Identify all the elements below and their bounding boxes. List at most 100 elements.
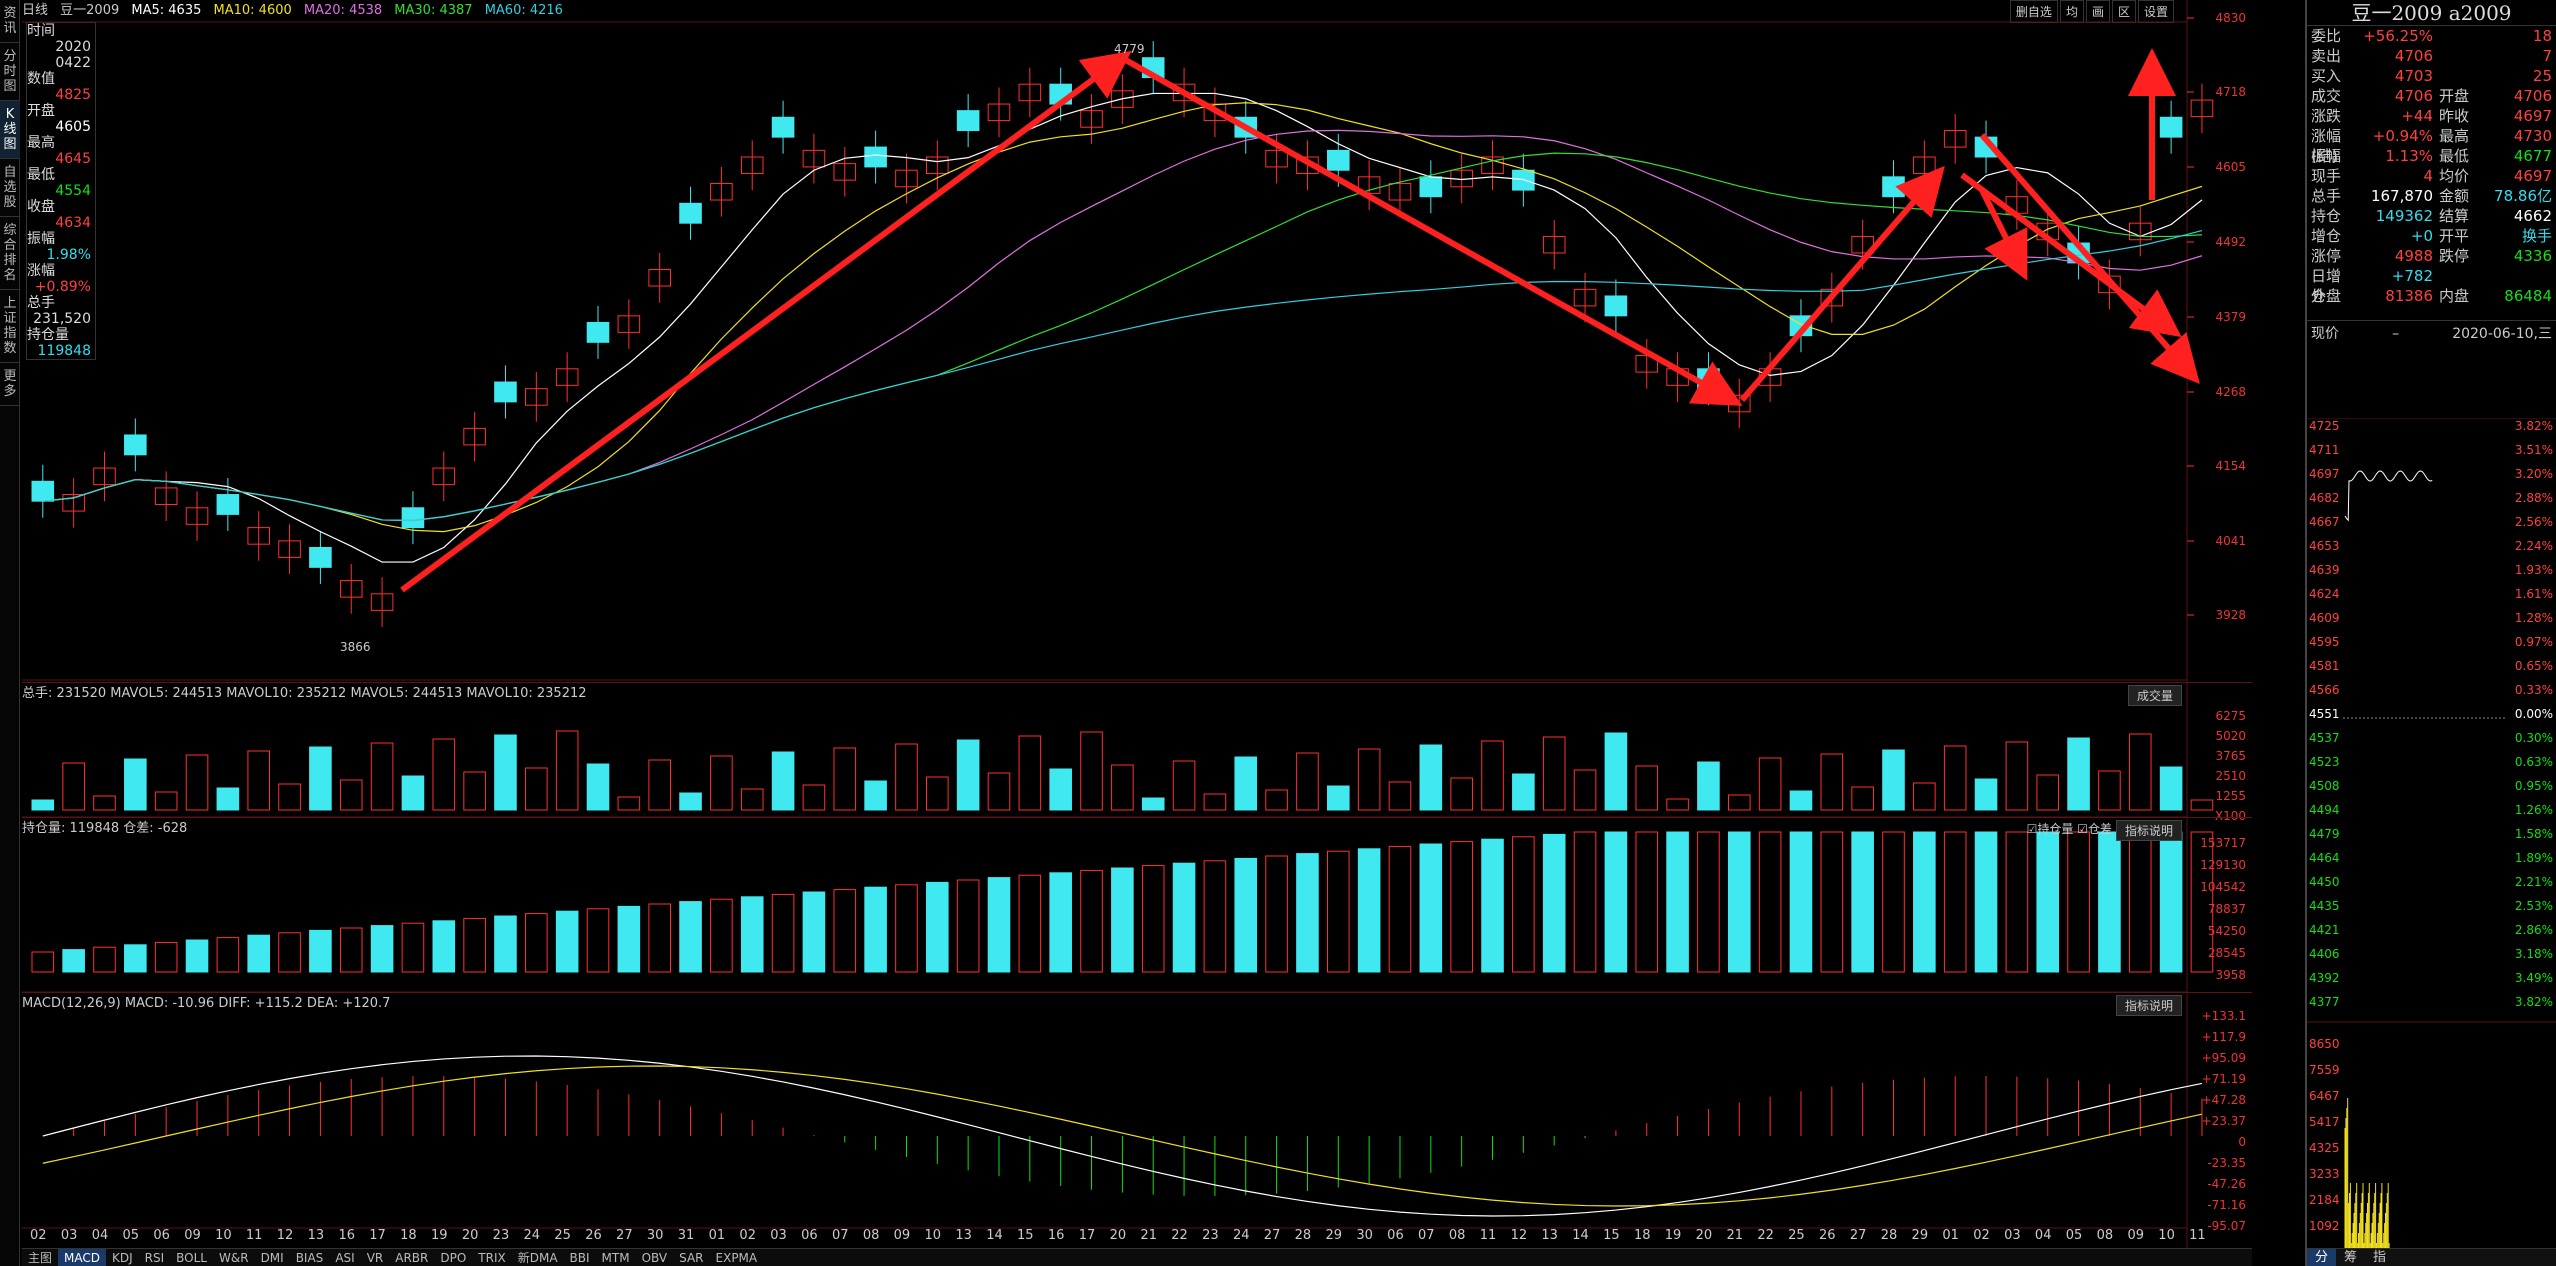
intraday-mini-chart[interactable]: 4725 3.82% 4711 3.51% 4697 3.20% 4682 2.88% 4667… <box>2307 418 2556 1248</box>
oi-bar <box>124 944 147 973</box>
trend-arrows <box>400 48 2200 593</box>
info-key-7: 振幅 <box>27 231 55 247</box>
indicator-tab-5[interactable]: W&R <box>219 1251 249 1265</box>
date-tick-55: 21 <box>1726 1228 1744 1243</box>
mini-price-tick-19: 4450 <box>2309 875 2340 889</box>
price-tick-2: 4605 <box>2215 160 2246 174</box>
indicator-tab-12[interactable]: TRIX <box>478 1251 506 1265</box>
volume-bar <box>93 795 116 811</box>
quote-key-2: 买入 <box>2311 67 2342 85</box>
info-value-9: 231,520 <box>33 311 91 327</box>
sidebar-item-1[interactable]: 分时图 <box>0 43 20 101</box>
quote-tab-2[interactable]: 指 <box>2373 1250 2387 1265</box>
indicator-tab-9[interactable]: VR <box>366 1251 384 1265</box>
volume-bar <box>185 754 209 811</box>
oi-tick-5: 28545 <box>2207 946 2246 960</box>
quote-key-0: 委比 <box>2311 27 2342 45</box>
indicator-tab-18[interactable]: EXPMA <box>715 1251 758 1265</box>
indicator-tab-4[interactable]: BOLL <box>176 1251 207 1265</box>
indicator-tab-11[interactable]: DPO <box>440 1251 467 1265</box>
price-tick-8: 3928 <box>2215 608 2246 622</box>
mini-price-tick-17: 4479 <box>2309 827 2340 841</box>
date-tick-65: 04 <box>2034 1228 2052 1243</box>
sidebar-item-4[interactable]: 综合排名 <box>0 217 20 290</box>
volume-bar <box>1943 745 1967 811</box>
indicator-tab-3[interactable]: RSI <box>144 1251 165 1265</box>
oi-indicator-help[interactable]: 指标说明 <box>2115 820 2182 841</box>
sidebar-item-3[interactable]: 自选股 <box>0 159 20 217</box>
candle-body <box>1943 130 1967 148</box>
mini-price-tick-12: 4551 <box>2309 707 2340 721</box>
mini-price-tick-21: 4421 <box>2309 923 2340 937</box>
date-tick-18: 26 <box>585 1228 602 1243</box>
current-price-bar: 现价 – 2020-06-10,三 <box>2307 320 2556 346</box>
indicator-tab-6[interactable]: DMI <box>260 1251 284 1265</box>
quote-row-11: 涨停 4988 跌停 4336 <box>2307 246 2556 266</box>
volume-bar <box>1388 781 1412 811</box>
indicator-tab-1[interactable]: MACD <box>58 1249 106 1266</box>
quote-tab-0[interactable]: 分 <box>2307 1249 2337 1266</box>
indicator-tab-8[interactable]: ASI <box>335 1251 355 1265</box>
volume-bar <box>2190 799 2214 811</box>
oi-check-0[interactable]: ☑持仓量 <box>2026 822 2078 836</box>
mini-pct-tick-12: 0.00% <box>2515 707 2553 721</box>
indicator-tab-15[interactable]: MTM <box>601 1251 630 1265</box>
volume-tick-0: 6275 <box>2215 709 2246 723</box>
oi-checkboxes[interactable]: ☑持仓量 ☑仓差 <box>2027 820 2112 837</box>
sidebar-item-2[interactable]: K线图 <box>0 101 20 159</box>
oi-bar <box>525 913 548 973</box>
indicator-tab-10[interactable]: ARBR <box>395 1251 429 1265</box>
sidebar-item-5[interactable]: 上证指数 <box>0 290 20 363</box>
candle-body <box>771 116 795 138</box>
date-tick-19: 27 <box>616 1228 633 1243</box>
sidebar-item-6[interactable]: 更多 <box>0 363 20 406</box>
volume-bar <box>1635 765 1659 811</box>
date-tick-0: 02 <box>30 1228 47 1243</box>
mini-price-tick-23: 4392 <box>2309 971 2340 985</box>
info-key-3: 开盘 <box>27 103 55 119</box>
oi-bar <box>2190 831 2214 973</box>
oi-check-1[interactable]: ☑仓差 <box>2077 822 2112 836</box>
quote-key-4: 涨跌 <box>2311 107 2342 125</box>
volume-bar <box>154 791 178 811</box>
macd-tick-7: -23.35 <box>2207 1156 2246 1170</box>
volume-bar <box>926 776 949 811</box>
date-tick-26: 07 <box>831 1228 849 1243</box>
indicator-tab-16[interactable]: OBV <box>641 1251 668 1265</box>
oi-bar <box>1882 831 1905 973</box>
oi-bar <box>1018 874 1042 973</box>
date-tick-63: 02 <box>1973 1228 1990 1243</box>
indicator-tab-17[interactable]: SAR <box>679 1251 704 1265</box>
date-tick-13: 19 <box>430 1228 448 1243</box>
info-value-2: 4825 <box>55 87 91 103</box>
macd-tick-9: -71.16 <box>2207 1198 2246 1212</box>
trend-arrow-2 <box>1739 165 1945 402</box>
quote-row-7: 现手 4 均价 4697 <box>2307 166 2556 186</box>
indicator-tab-2[interactable]: KDJ <box>112 1251 133 1265</box>
indicator-tab-14[interactable]: BBI <box>569 1251 590 1265</box>
ma5-line <box>42 92 2203 563</box>
candlestick-series <box>31 41 2214 627</box>
indicator-tab-13[interactable]: 新DMA <box>517 1251 558 1265</box>
quote-value-5: +0.94% <box>2372 127 2433 145</box>
candle-body <box>1512 169 1535 191</box>
candle-body <box>1542 235 1566 254</box>
date-tick-62: 01 <box>1942 1228 1959 1243</box>
quote-tab-1[interactable]: 筹 <box>2344 1250 2358 1265</box>
volume-indicator-selector[interactable]: 成交量 <box>2127 685 2182 706</box>
trend-arrow-0 <box>400 50 1132 593</box>
info-value-1: 0422 <box>55 55 91 71</box>
indicator-tab-0[interactable]: 主图 <box>28 1251 53 1265</box>
oi-bar <box>1913 831 1936 973</box>
oi-bar <box>1727 831 1751 973</box>
indicator-tab-7[interactable]: BIAS <box>295 1251 324 1265</box>
quote-row-3: 成交 4706 开盘 4706 <box>2307 86 2556 106</box>
macd-indicator-help[interactable]: 指标说明 <box>2115 995 2182 1016</box>
oi-bar <box>586 908 610 973</box>
date-tick-23: 02 <box>739 1228 756 1243</box>
candle-body <box>1388 182 1412 201</box>
sidebar-item-0[interactable]: 资讯 <box>0 0 20 43</box>
volume-bar <box>648 759 671 811</box>
kline-main-chart[interactable] <box>22 0 2252 1266</box>
oi-bar <box>31 951 55 973</box>
